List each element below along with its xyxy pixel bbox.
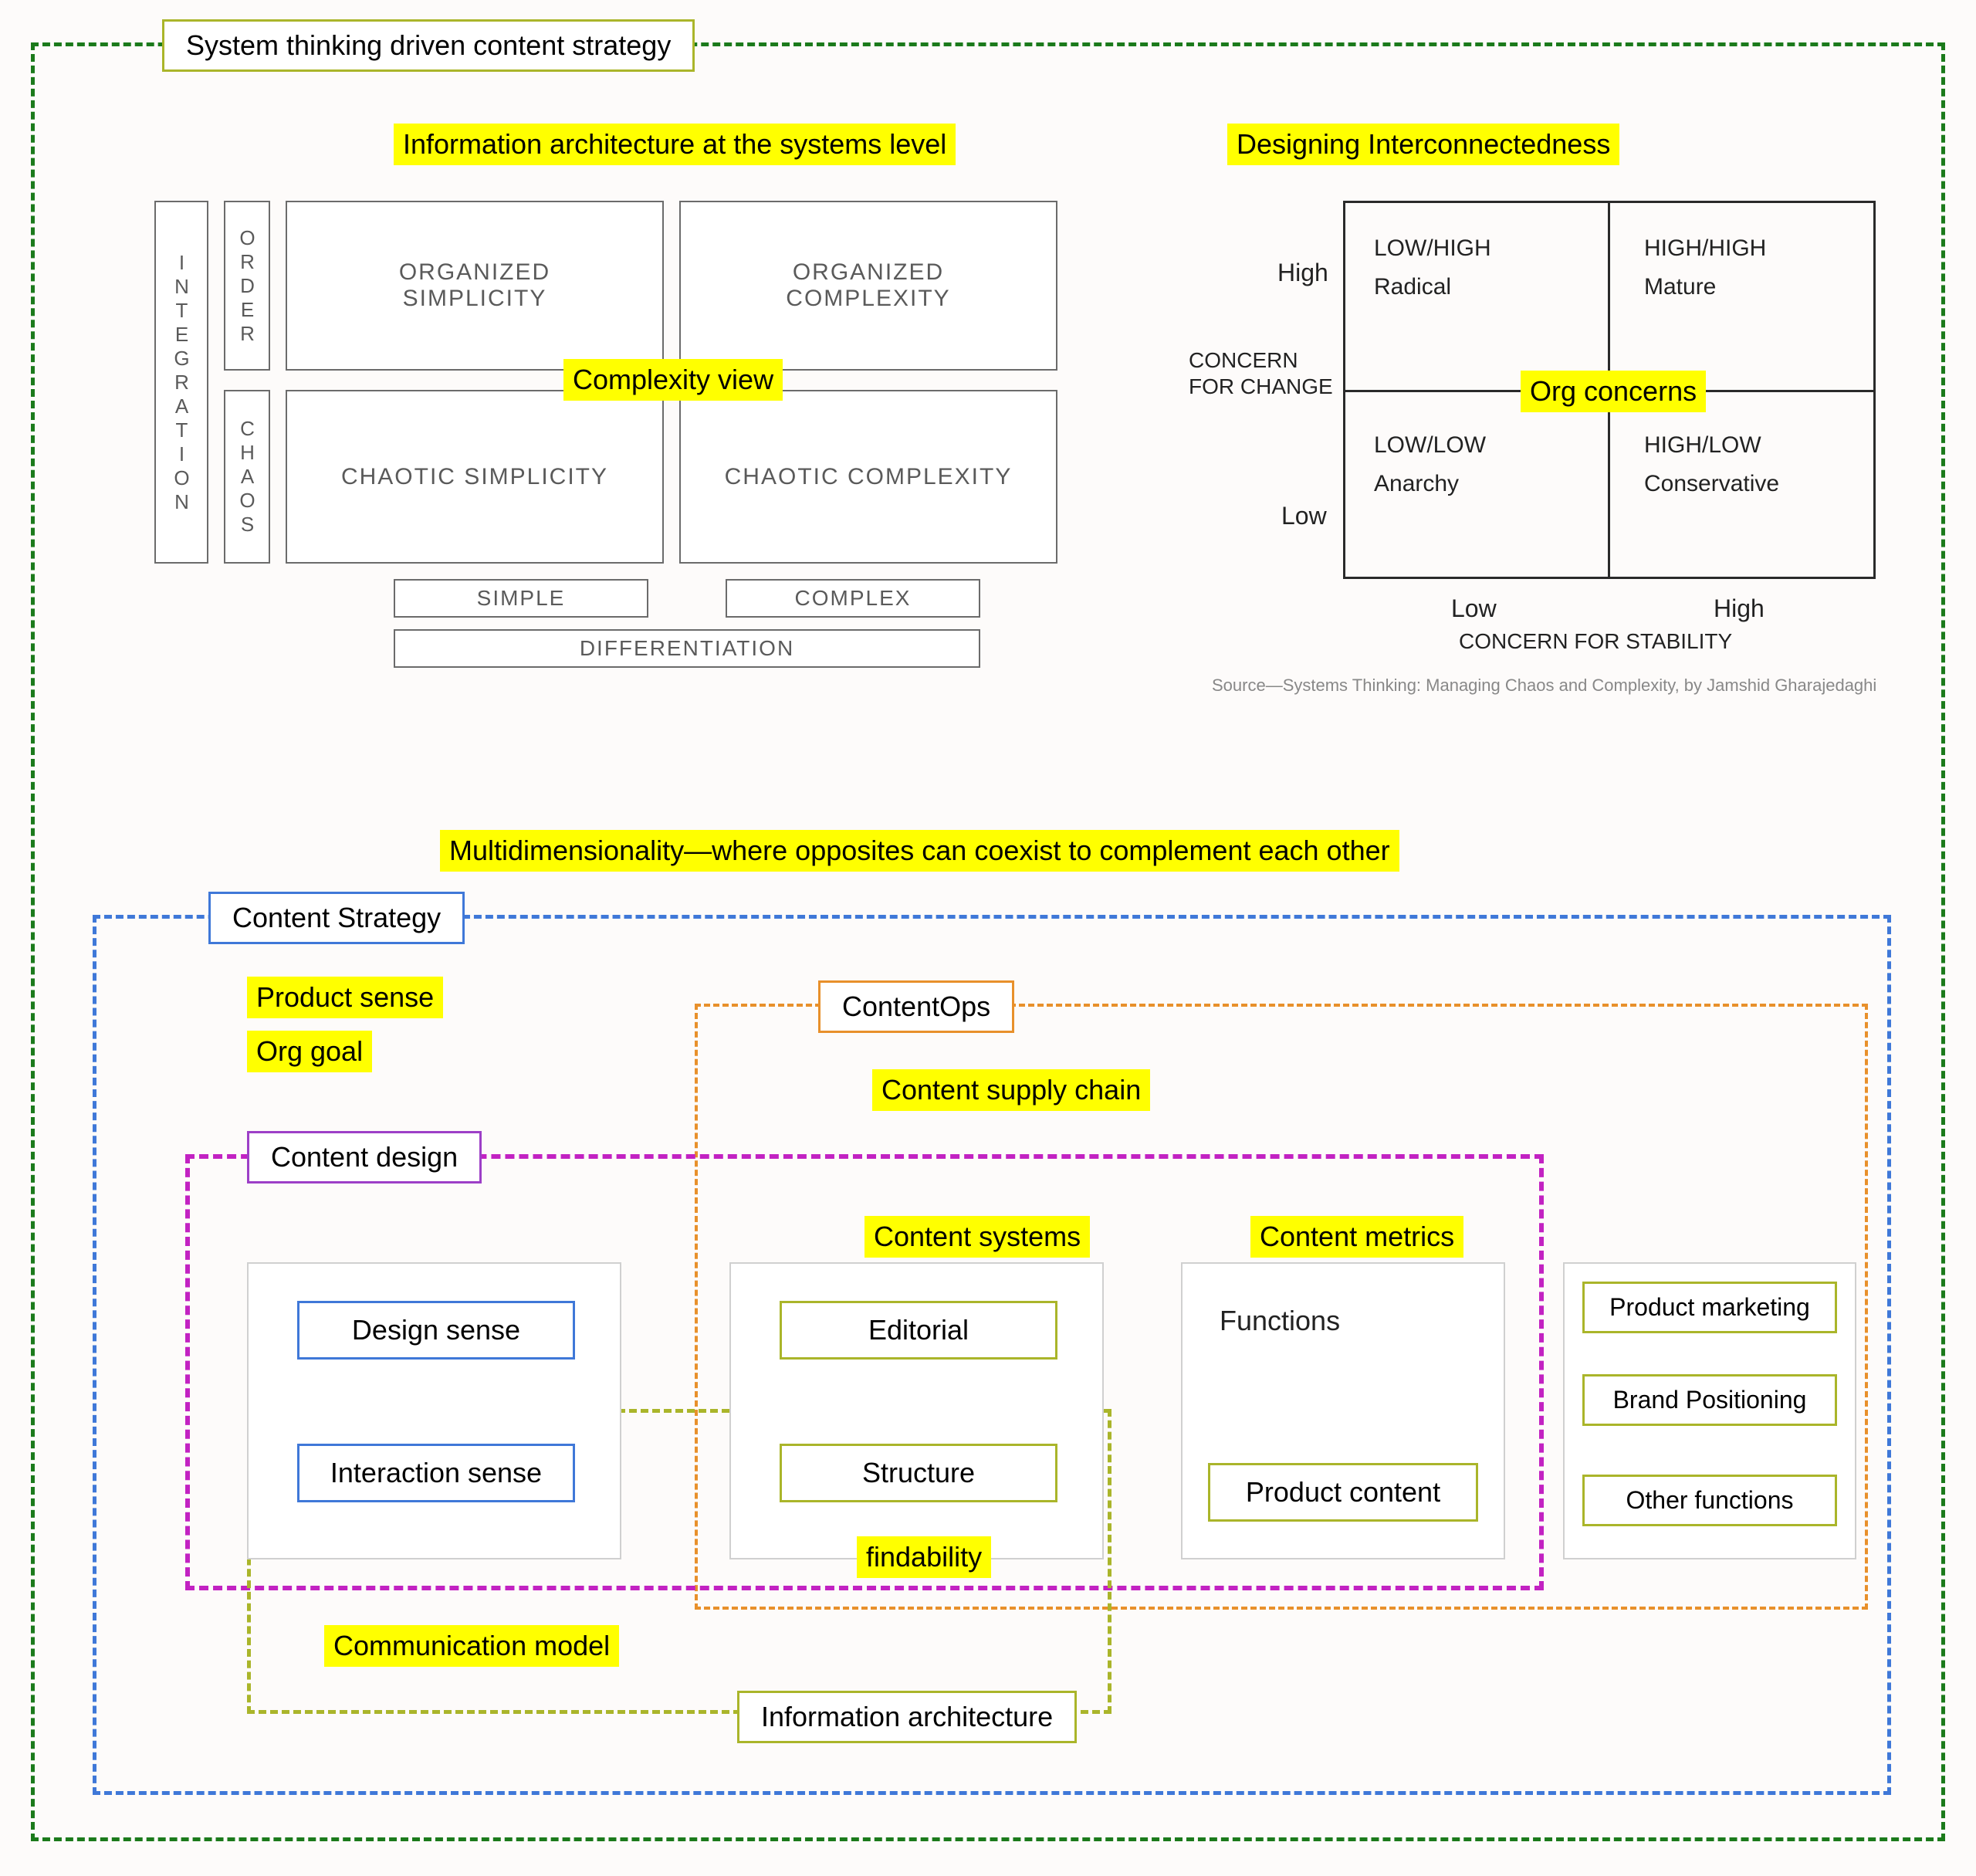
complexity-quadrant: INTEGRATION ORDER CHAOS ORGANIZED SIMPLI… xyxy=(154,193,1073,672)
concerns-y-high: High xyxy=(1277,259,1328,287)
box-structure: Structure xyxy=(780,1444,1057,1502)
box-brand-positioning: Brand Positioning xyxy=(1582,1374,1837,1426)
tag-product-sense: Product sense xyxy=(247,977,443,1018)
content-design-title: Content design xyxy=(247,1131,482,1184)
concerns-border-bottom xyxy=(1343,577,1876,579)
contentops-title-text: ContentOps xyxy=(842,990,990,1023)
concerns-tl-title: LOW/HIGH xyxy=(1374,235,1491,262)
concerns-x-high: High xyxy=(1714,594,1765,623)
mid-highlight: Multidimensionality—where opposites can … xyxy=(440,830,1399,872)
ia-title-text: Information architecture xyxy=(761,1701,1053,1733)
box-product-content: Product content xyxy=(1208,1463,1478,1522)
concerns-tr-title: HIGH/HIGH xyxy=(1644,235,1766,262)
concerns-y-axis: CONCERN FOR CHANGE xyxy=(1189,347,1335,399)
tag-comm-model: Communication model xyxy=(324,1625,619,1667)
contentops-title: ContentOps xyxy=(818,980,1014,1033)
box-product-marketing: Product marketing xyxy=(1582,1282,1837,1333)
concerns-y-low: Low xyxy=(1281,502,1327,530)
complexity-x-right: COMPLEX xyxy=(726,579,980,618)
box-interaction-sense: Interaction sense xyxy=(297,1444,575,1502)
complexity-cell-br: CHAOTIC COMPLEXITY xyxy=(679,390,1057,564)
ia-title: Information architecture xyxy=(737,1691,1077,1743)
concerns-bl-title: LOW/LOW xyxy=(1374,432,1486,459)
outer-title-box: System thinking driven content strategy xyxy=(162,19,695,72)
complexity-cell-tl: ORGANIZED SIMPLICITY xyxy=(286,201,664,371)
concerns-br-title: HIGH/LOW xyxy=(1644,432,1761,459)
concerns-x-axis: CONCERN FOR STABILITY xyxy=(1459,629,1732,654)
tag-findability: findability xyxy=(857,1536,991,1578)
content-strategy-title-text: Content Strategy xyxy=(232,902,441,934)
concerns-tr-sub: Mature xyxy=(1644,274,1716,300)
heading-content-metrics: Content metrics xyxy=(1250,1216,1463,1258)
concerns-source: Source—Systems Thinking: Managing Chaos … xyxy=(1212,676,1876,696)
complexity-x-outer: DIFFERENTIATION xyxy=(394,629,980,668)
complexity-center-highlight: Complexity view xyxy=(563,359,783,401)
heading-content-systems: Content systems xyxy=(864,1216,1090,1258)
axis-integration: INTEGRATION xyxy=(154,201,208,564)
content-strategy-title: Content Strategy xyxy=(208,892,465,944)
heading-ia-systems: Information architecture at the systems … xyxy=(394,124,956,165)
concerns-tl-sub: Radical xyxy=(1374,274,1451,300)
concerns-center-highlight: Org concerns xyxy=(1521,371,1706,412)
complexity-cell-bl: CHAOTIC SIMPLICITY xyxy=(286,390,664,564)
box-design-sense: Design sense xyxy=(297,1301,575,1360)
concerns-x-low: Low xyxy=(1451,594,1497,623)
box-other-functions: Other functions xyxy=(1582,1475,1837,1526)
tag-supply-chain: Content supply chain xyxy=(872,1069,1150,1111)
axis-chaos: CHAOS xyxy=(224,390,270,564)
axis-order: ORDER xyxy=(224,201,270,371)
concerns-br-sub: Conservative xyxy=(1644,471,1779,497)
heading-interconnectedness: Designing Interconnectedness xyxy=(1227,124,1619,165)
tag-org-goal: Org goal xyxy=(247,1031,372,1072)
text-functions: Functions xyxy=(1220,1305,1340,1337)
outer-title: System thinking driven content strategy xyxy=(186,29,671,62)
content-design-title-text: Content design xyxy=(271,1141,458,1173)
concerns-border-left xyxy=(1343,201,1345,579)
complexity-x-left: SIMPLE xyxy=(394,579,648,618)
complexity-cell-tr: ORGANIZED COMPLEXITY xyxy=(679,201,1057,371)
concerns-quadrant: High CONCERN FOR CHANGE Low Low High CON… xyxy=(1189,193,1899,703)
concerns-bl-sub: Anarchy xyxy=(1374,471,1459,497)
box-editorial: Editorial xyxy=(780,1301,1057,1360)
